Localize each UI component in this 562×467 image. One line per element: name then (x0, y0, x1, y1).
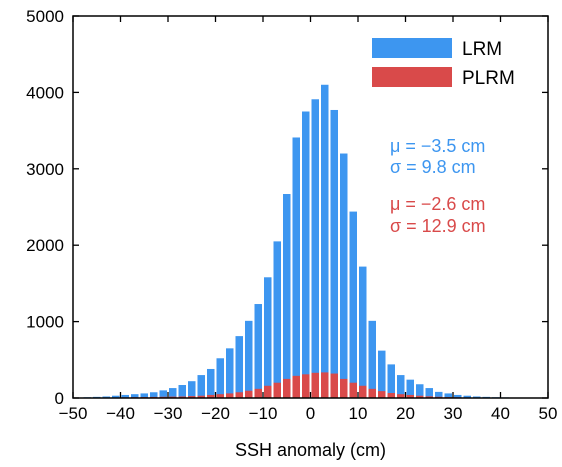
lrm-bar (292, 137, 300, 398)
plrm-bar (425, 396, 433, 398)
lrm-bar (216, 358, 224, 398)
plrm-bar (245, 390, 253, 398)
x-tick-label: 40 (491, 404, 510, 423)
plrm-bar (216, 394, 224, 398)
y-tick-label: 2000 (26, 236, 64, 255)
lrm-bar (397, 375, 405, 398)
plrm-bar (330, 373, 338, 398)
legend: LRM PLRM (372, 38, 515, 89)
plrm-bar (368, 388, 376, 398)
plrm-bar (340, 378, 348, 398)
plrm-bar (235, 392, 243, 398)
y-tick-label: 1000 (26, 313, 64, 332)
x-tick-label: 30 (444, 404, 463, 423)
lrm-bar (302, 111, 310, 398)
lrm-bar (207, 368, 215, 398)
plrm-bar (387, 393, 395, 398)
lrm-bar (321, 84, 329, 398)
plrm-bar (178, 396, 186, 398)
plrm-bar (378, 391, 386, 398)
x-tick-label: −50 (59, 404, 88, 423)
lrm-bar (473, 396, 481, 398)
lrm-bar (121, 394, 129, 398)
lrm-bars (74, 84, 547, 399)
lrm-bar (273, 241, 281, 398)
legend-swatch-lrm (372, 38, 452, 58)
lrm-bar (378, 350, 386, 398)
plrm-bar (406, 394, 414, 398)
lrm-bar (425, 388, 433, 398)
plrm-bar (273, 382, 281, 398)
lrm-bar (102, 396, 110, 398)
x-tick-labels: −50 −40 −30 −20 −10 0 10 20 30 40 50 (59, 404, 558, 423)
plrm-bar (197, 395, 205, 398)
lrm-bar (387, 364, 395, 398)
axis-ticks (72, 15, 549, 399)
lrm-sigma-annotation: σ = 9.8 cm (390, 157, 476, 177)
lrm-bar (368, 320, 376, 398)
legend-label-lrm: LRM (462, 39, 502, 60)
plrm-bar (254, 388, 262, 398)
lrm-bar (245, 320, 253, 398)
lrm-bar (169, 388, 177, 398)
legend-label-plrm: PLRM (462, 68, 515, 89)
x-tick-label: 50 (539, 404, 558, 423)
plrm-bar (292, 375, 300, 398)
plrm-sigma-annotation: σ = 12.9 cm (390, 216, 486, 236)
y-tick-label: 0 (55, 389, 64, 408)
lrm-bar (254, 304, 262, 398)
plrm-bar (226, 393, 234, 398)
plrm-bar (311, 372, 319, 398)
y-tick-label: 4000 (26, 83, 64, 102)
lrm-bar (131, 394, 139, 398)
lrm-mean-annotation: μ = −3.5 cm (390, 136, 485, 156)
lrm-bar (330, 109, 338, 399)
lrm-bar (140, 393, 148, 398)
lrm-bar (340, 153, 348, 398)
lrm-bar (264, 277, 272, 398)
x-tick-label: 0 (306, 404, 315, 423)
lrm-bar (188, 381, 196, 398)
x-tick-label: 10 (349, 404, 368, 423)
y-tick-labels: 0 1000 2000 3000 4000 5000 (26, 7, 64, 408)
plrm-bar (359, 385, 367, 398)
lrm-bar (416, 384, 424, 398)
lrm-bar (454, 394, 462, 398)
plrm-bar (349, 382, 357, 398)
plrm-mean-annotation: μ = −2.6 cm (390, 194, 485, 214)
plrm-bar (321, 372, 329, 398)
lrm-bar (349, 211, 357, 398)
lrm-bar (435, 391, 443, 398)
lrm-bar (197, 375, 205, 398)
plrm-bar (397, 394, 405, 398)
plrm-bar (188, 396, 196, 398)
lrm-bar (112, 395, 120, 398)
x-tick-label: −30 (154, 404, 183, 423)
lrm-bar (406, 379, 414, 398)
lrm-bar (178, 385, 186, 398)
lrm-bar (159, 390, 167, 398)
lrm-bar (359, 266, 367, 398)
plrm-bar (416, 395, 424, 398)
lrm-bar (463, 395, 471, 398)
plrm-bar (283, 378, 291, 398)
lrm-bar (444, 393, 452, 398)
y-tick-label: 5000 (26, 7, 64, 26)
plrm-bar (264, 385, 272, 398)
plrm-bar (302, 374, 310, 398)
lrm-bar (150, 392, 158, 398)
lrm-bar (235, 336, 243, 398)
lrm-bar (283, 194, 291, 398)
y-tick-label: 3000 (26, 160, 64, 179)
x-tick-label: 20 (396, 404, 415, 423)
lrm-bar (311, 99, 319, 398)
x-tick-label: −40 (106, 404, 135, 423)
x-tick-label: −10 (249, 404, 278, 423)
lrm-bar (226, 348, 234, 398)
x-tick-label: −20 (201, 404, 230, 423)
plrm-bar (207, 394, 215, 398)
x-axis-title: SSH anomaly (cm) (235, 440, 386, 460)
legend-swatch-plrm (372, 67, 452, 87)
